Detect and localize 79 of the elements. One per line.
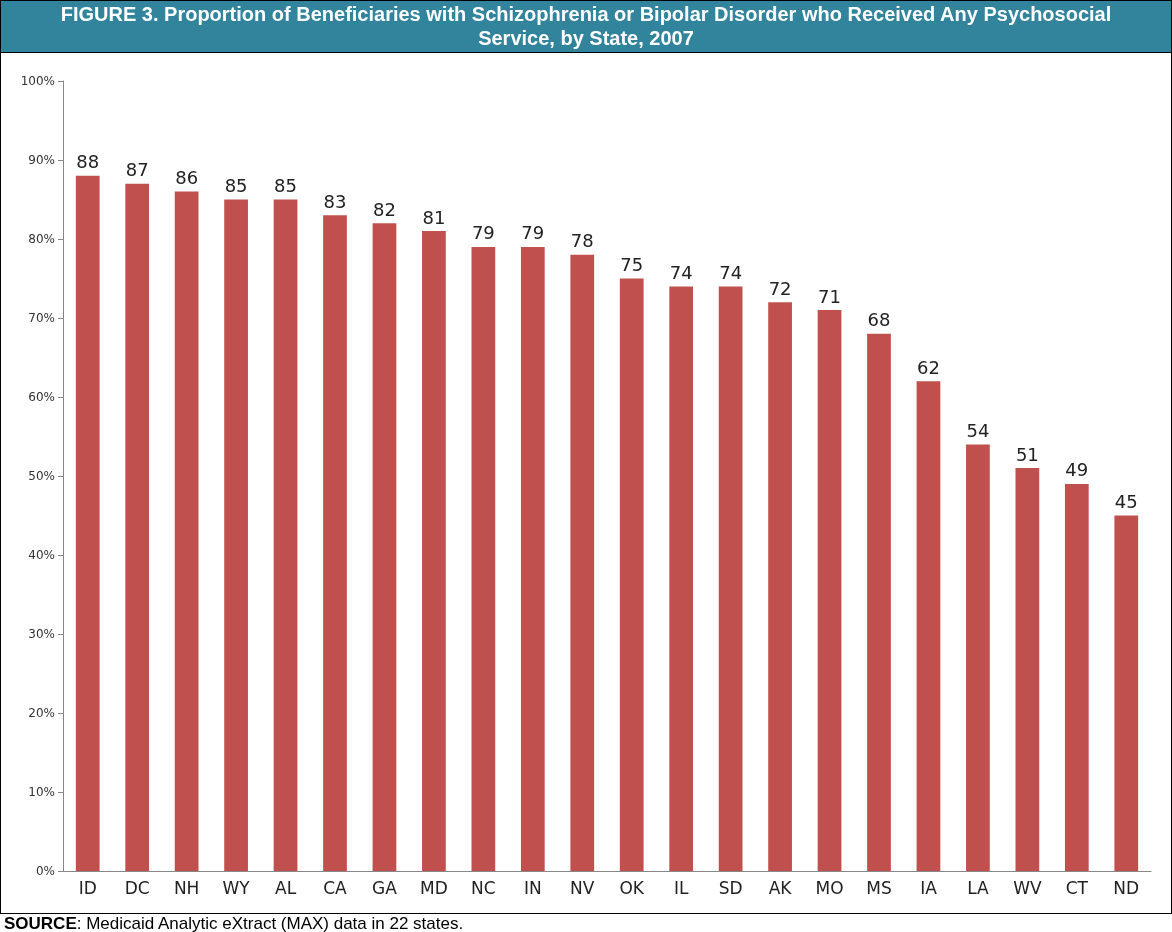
y-tick-label: 70% bbox=[28, 311, 55, 325]
data-label: 86 bbox=[175, 167, 199, 189]
bar bbox=[75, 175, 100, 871]
bar bbox=[323, 215, 347, 871]
data-label: 82 bbox=[373, 198, 396, 220]
x-tick-label: IA bbox=[920, 877, 938, 898]
data-label: 72 bbox=[768, 277, 792, 299]
x-tick-label: IN bbox=[523, 877, 542, 898]
x-tick-label: ID bbox=[78, 877, 97, 898]
bar bbox=[1114, 515, 1139, 871]
x-tick-label: CA bbox=[323, 877, 348, 898]
x-tick-label: NV bbox=[570, 877, 595, 898]
source-note: SOURCE: Medicaid Analytic eXtract (MAX) data in 22 states. bbox=[4, 914, 464, 932]
data-label: 85 bbox=[274, 175, 297, 196]
data-label: 78 bbox=[570, 230, 594, 252]
bar bbox=[174, 191, 199, 871]
data-label: 71 bbox=[818, 285, 841, 307]
data-label: 85 bbox=[224, 175, 248, 196]
x-tick-label: AK bbox=[768, 877, 793, 898]
x-tick-label: OK bbox=[619, 877, 645, 898]
data-label: 74 bbox=[719, 261, 743, 283]
y-tick-label: 50% bbox=[28, 469, 55, 483]
y-tick-label: 60% bbox=[28, 390, 55, 404]
x-tick-label: ND bbox=[1113, 877, 1140, 898]
y-tick-label: 80% bbox=[28, 232, 55, 246]
chart-title: FIGURE 3. Proportion of Beneficiaries with Schizophrenia or Bipolar Disorder who Received Any Psychosocial Service, by State, 2007 bbox=[1, 1, 1171, 53]
x-tick-label: DC bbox=[124, 877, 150, 898]
x-tick-label: SD bbox=[718, 877, 743, 898]
bar bbox=[125, 183, 150, 871]
x-tick-label: IL bbox=[673, 877, 689, 898]
x-tick-label: WV bbox=[1013, 877, 1042, 898]
bar bbox=[372, 223, 397, 871]
data-label: 45 bbox=[1114, 491, 1138, 512]
bar bbox=[768, 302, 792, 871]
bar bbox=[718, 286, 743, 871]
data-label: 75 bbox=[620, 254, 644, 275]
bar bbox=[669, 286, 694, 871]
x-tick-label: NH bbox=[173, 877, 200, 898]
bar bbox=[1064, 483, 1089, 871]
y-tick-label: 100% bbox=[20, 74, 55, 88]
y-tick-label: 30% bbox=[28, 627, 55, 641]
data-label: 51 bbox=[1015, 443, 1039, 465]
bar bbox=[817, 310, 842, 871]
bar bbox=[966, 444, 990, 871]
x-tick-label: WY bbox=[222, 877, 251, 898]
bar bbox=[520, 246, 545, 871]
bar bbox=[1015, 468, 1040, 871]
y-tick-label: 10% bbox=[28, 785, 55, 799]
x-tick-label: MS bbox=[866, 877, 892, 898]
bar bbox=[224, 199, 248, 871]
data-label: 87 bbox=[125, 159, 149, 181]
y-tick-label: 40% bbox=[28, 548, 55, 562]
data-label: 68 bbox=[867, 309, 891, 331]
data-label: 79 bbox=[521, 222, 545, 244]
data-label: 74 bbox=[669, 261, 693, 283]
data-label: 49 bbox=[1065, 459, 1089, 481]
y-tick-label: 20% bbox=[28, 706, 55, 720]
x-tick-label: CT bbox=[1065, 877, 1089, 898]
x-tick-label: NC bbox=[471, 877, 496, 898]
data-label: 83 bbox=[323, 190, 347, 212]
data-label: 79 bbox=[471, 222, 495, 244]
bar bbox=[867, 333, 891, 871]
bar bbox=[916, 381, 941, 871]
y-tick-label: 0% bbox=[35, 864, 55, 878]
data-label: 54 bbox=[966, 419, 990, 441]
x-tick-label: GA bbox=[372, 877, 398, 898]
x-tick-label: MO bbox=[815, 877, 844, 898]
y-tick-label: 90% bbox=[28, 153, 55, 167]
x-tick-label: MD bbox=[420, 877, 448, 898]
bar bbox=[273, 199, 298, 871]
bar bbox=[619, 278, 644, 871]
bar bbox=[471, 246, 496, 871]
x-tick-label: LA bbox=[967, 877, 990, 898]
x-tick-label: AL bbox=[274, 877, 297, 898]
bar bbox=[570, 254, 595, 871]
data-label: 88 bbox=[76, 151, 100, 173]
data-label: 81 bbox=[422, 206, 446, 228]
data-label: 62 bbox=[917, 356, 940, 378]
bar bbox=[422, 231, 446, 871]
